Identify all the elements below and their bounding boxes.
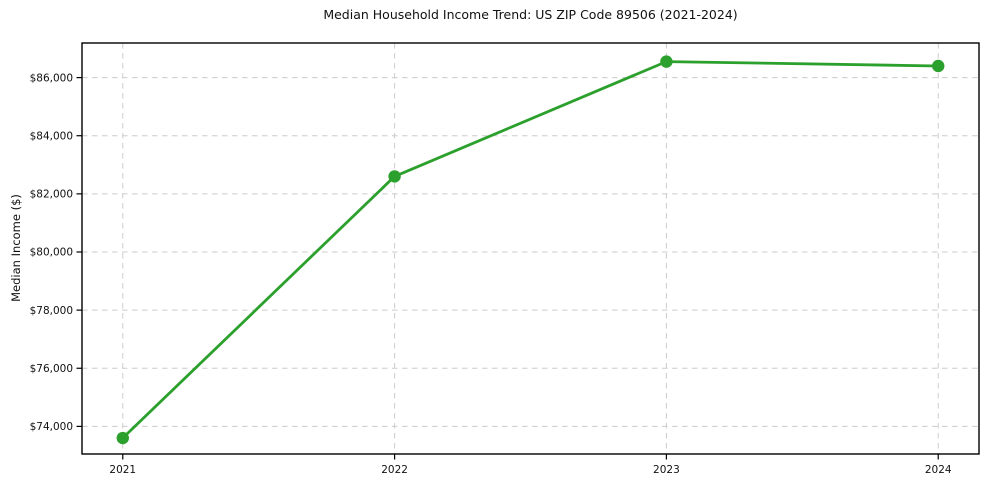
x-tick-label: 2022 [381,464,408,476]
x-tick-label: 2023 [653,464,680,476]
y-tick-label: $78,000 [30,305,73,317]
data-point-2024 [932,59,945,73]
y-tick-label: $76,000 [30,363,73,375]
plot-border [81,42,980,455]
data-point-2021 [116,431,129,445]
y-tick-label: $74,000 [30,421,73,433]
data-point-2022 [388,170,401,183]
x-tick-label: 2021 [109,464,136,476]
trend-line [121,60,940,440]
y-axis-label: Median Income ($) [9,194,23,302]
y-tick-label: $80,000 [30,247,73,259]
data-point-2023 [660,55,673,68]
y-tick-label: $82,000 [30,189,73,201]
chart-title: Median Household Income Trend: US ZIP Co… [323,7,738,22]
y-tick-label: $86,000 [30,72,73,84]
y-tick-label: $84,000 [30,130,73,142]
x-tick-label: 2024 [925,464,952,476]
